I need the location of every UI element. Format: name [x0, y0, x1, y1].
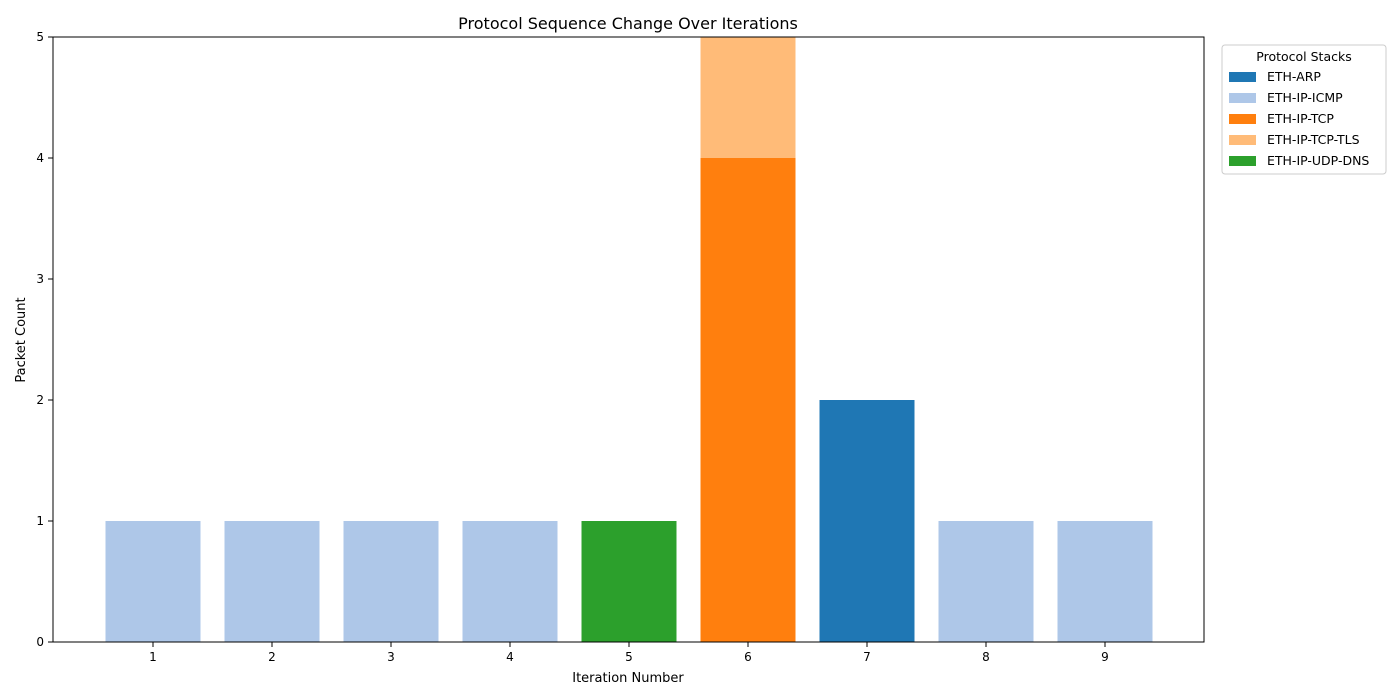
legend-swatch-eth-ip-udp-dns: [1229, 156, 1256, 166]
legend: Protocol Stacks ETH-ARP ETH-IP-ICMP ETH-IP…: [1221, 44, 1387, 175]
legend-label-eth-ip-tcp: ETH-IP-TCP: [1267, 111, 1334, 126]
x-tick-label: 3: [387, 650, 395, 664]
legend-label-eth-ip-icmp: ETH-IP-ICMP: [1267, 90, 1343, 105]
legend-items: ETH-ARP ETH-IP-ICMP ETH-IP-TCP ETH-IP-TCP-T…: [1229, 69, 1369, 168]
x-tick-label: 7: [863, 650, 871, 664]
bar-eth-ip-tcp-tls-iter-6: [700, 37, 796, 158]
legend-swatch-eth-arp: [1229, 72, 1256, 82]
x-tick-label: 1: [149, 650, 157, 664]
y-tick-label: 0: [36, 635, 44, 649]
x-axis: 1 2 3 4 5 6 7 8 9: [149, 642, 1109, 664]
bar-eth-arp-iter-7: [819, 400, 915, 642]
legend-box: [1221, 44, 1387, 175]
chart-title: Protocol Sequence Change Over Iterations: [458, 14, 798, 33]
bar-eth-ip-icmp-iter-8: [938, 521, 1034, 642]
legend-swatch-eth-ip-tcp-tls: [1229, 135, 1256, 145]
bar-eth-ip-icmp-iter-4: [462, 521, 558, 642]
legend-label-eth-ip-udp-dns: ETH-IP-UDP-DNS: [1267, 153, 1369, 168]
bars-group: [105, 37, 1153, 642]
x-tick-label: 4: [506, 650, 514, 664]
y-tick-label: 1: [36, 514, 44, 528]
y-tick-label: 5: [36, 30, 44, 44]
bar-eth-ip-tcp-iter-6: [700, 158, 796, 642]
bar-eth-ip-icmp-iter-1: [105, 521, 201, 642]
x-axis-label: Iteration Number: [572, 671, 684, 686]
legend-swatch-eth-ip-icmp: [1229, 93, 1256, 103]
x-tick-label: 8: [982, 650, 990, 664]
y-axis-label: Packet Count: [14, 297, 29, 382]
x-tick-label: 9: [1101, 650, 1109, 664]
bar-eth-ip-icmp-iter-2: [224, 521, 320, 642]
y-axis: 0 1 2 3 4 5: [36, 30, 53, 649]
bar-eth-ip-icmp-iter-3: [343, 521, 439, 642]
y-tick-label: 4: [36, 151, 44, 165]
legend-swatch-eth-ip-tcp: [1229, 114, 1256, 124]
x-tick-label: 2: [268, 650, 276, 664]
x-tick-label: 5: [625, 650, 633, 664]
legend-label-eth-ip-tcp-tls: ETH-IP-TCP-TLS: [1267, 132, 1360, 147]
legend-title: Protocol Stacks: [1256, 49, 1351, 64]
legend-label-eth-arp: ETH-ARP: [1267, 69, 1321, 84]
bar-eth-ip-udp-dns-iter-5: [581, 521, 677, 642]
y-tick-label: 3: [36, 272, 44, 286]
bar-eth-ip-icmp-iter-9: [1057, 521, 1153, 642]
x-tick-label: 6: [744, 650, 752, 664]
y-tick-label: 2: [36, 393, 44, 407]
